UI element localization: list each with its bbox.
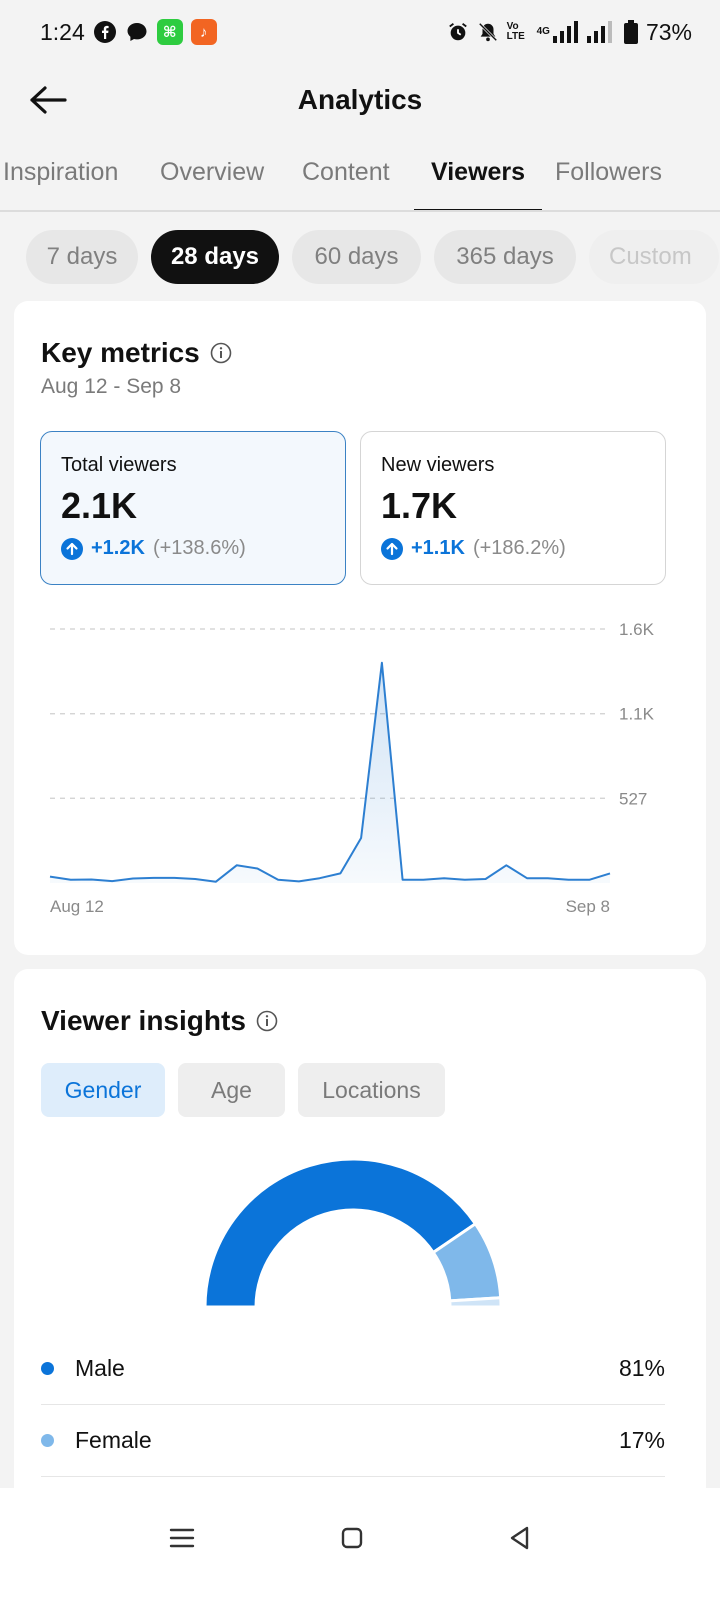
arrow-up-circle-icon [61,537,83,560]
back-triangle-icon [510,1526,529,1550]
legend-row-male: Male 81% [41,1333,665,1405]
metric-value: 2.1K [61,485,138,526]
back-button[interactable] [28,80,68,120]
total-viewers-card[interactable]: Total viewers 2.1K +1.2K (+138.6%) [40,431,346,585]
menu-icon [169,1528,195,1548]
legend-dot [41,1362,54,1375]
legend-value: 17% [618,1427,665,1453]
metric-change: +1.2K (+138.6%) [61,537,325,560]
x-tick-label-end: Sep 8 [566,897,610,916]
y-tick-label: 1.6K [619,620,655,639]
app-icon-green: ⌘ [156,19,183,45]
tab-followers[interactable]: Followers [555,158,662,186]
volte-indicator: Vo LTE [506,21,525,42]
legend-value: 81% [618,1355,665,1381]
viewer-insights-title: Viewer insights [41,1005,278,1037]
signal-icon [586,21,616,43]
menu-button[interactable] [160,1516,204,1560]
donut-segment-other [448,1296,503,1309]
series-line [49,661,611,883]
metric-value: 1.7K [381,485,458,526]
area-fill [50,662,610,883]
chip-365-days[interactable]: 365 days [434,230,576,284]
viewers-line-chart[interactable]: 1.6K 1.1K 527 Aug 12 Sep 8 [14,601,706,941]
tab-inspiration[interactable]: Inspiration [3,158,119,186]
legend-label: Male [75,1355,125,1381]
mute-bell-icon [477,21,499,43]
change-percent: (+138.6%) [152,537,246,559]
x-tick-label-start: Aug 12 [50,897,104,916]
app-header: Analytics [0,64,720,136]
change-absolute: +1.1K [411,537,465,559]
chip-custom[interactable]: Custom [589,230,719,284]
change-absolute: +1.2K [91,537,145,559]
page-title: Analytics [297,84,423,115]
date-range-chips: 7 days 28 days 60 days 365 days Custom [0,230,720,286]
info-icon[interactable] [210,342,232,364]
legend-dot [41,1434,54,1447]
info-icon[interactable] [256,1010,278,1032]
chip-60-days[interactable]: 60 days [292,230,421,284]
clock: 1:24 [40,18,85,45]
chip-7-days[interactable]: 7 days [26,230,138,284]
section-tabs: Inspiration Overview Content Viewers Fol… [0,146,720,212]
y-tick-label: 1.1K [619,705,655,724]
change-percent: (+186.2%) [472,537,566,559]
legend-row-female: Female 17% [41,1405,665,1477]
app-icon-orange: ♪ [190,19,217,45]
arrow-up-circle-icon [381,537,403,560]
donut-segment-male [203,1157,478,1309]
tab-viewers[interactable]: Viewers [413,158,543,210]
y-tick-label: 527 [619,789,647,808]
home-square-icon [341,1527,363,1549]
battery-icon [623,20,638,44]
gender-half-donut-chart [203,1157,503,1309]
home-button[interactable] [330,1516,374,1560]
tab-content[interactable]: Content [302,158,390,186]
system-nav-bar [0,1488,720,1600]
messenger-icon [125,20,149,44]
insight-tabs: Gender Age Locations [41,1063,445,1117]
legend-label: Female [75,1427,152,1453]
back-nav-button[interactable] [498,1516,542,1560]
key-metrics-title: Key metrics [41,337,232,369]
date-range: Aug 12 - Sep 8 [41,375,182,398]
back-arrow-icon [30,86,67,114]
metric-label: Total viewers [61,454,177,476]
tab-age[interactable]: Age [178,1063,285,1117]
battery-percent: 73% [645,18,692,45]
alarm-icon [447,21,469,43]
tab-locations[interactable]: Locations [298,1063,445,1117]
metric-change: +1.1K (+186.2%) [381,537,645,560]
metric-label: New viewers [381,454,495,476]
new-viewers-card[interactable]: New viewers 1.7K +1.1K (+186.2%) [360,431,666,585]
status-bar: 1:24 ⌘ ♪ Vo LTE 4G 73% [0,0,720,64]
tab-overview[interactable]: Overview [160,158,265,186]
key-metrics-card: Key metrics Aug 12 - Sep 8 Total viewers… [14,301,706,955]
tab-gender[interactable]: Gender [41,1063,165,1117]
facebook-icon [93,20,117,44]
viewer-insights-card: Viewer insights Gender Age Locations Mal… [14,969,706,1509]
signal-4g-icon: 4G [537,21,578,43]
chip-28-days[interactable]: 28 days [151,230,279,284]
